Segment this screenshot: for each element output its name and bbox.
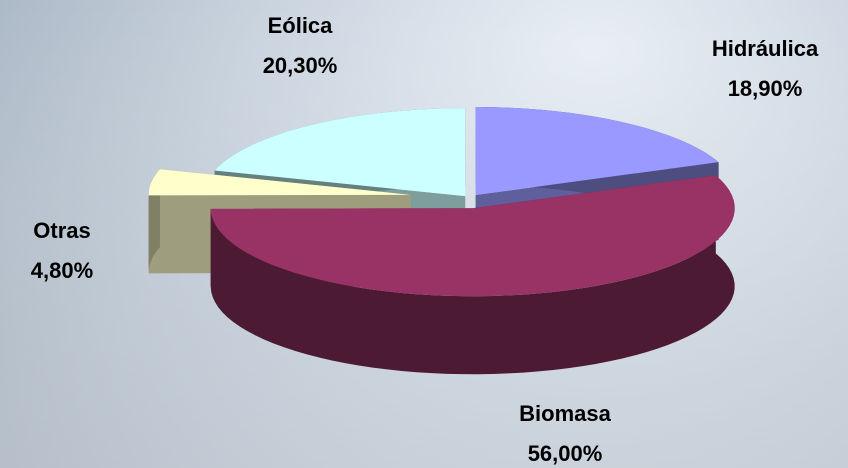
pie — [148, 107, 735, 375]
slice-label: Biomasa — [519, 401, 611, 426]
slice-label: Eólica — [268, 13, 334, 38]
value-label: 18,90% — [728, 76, 803, 101]
labels: Hidráulica 18,90% Biomasa 56,00% Otras 4,80% E… — [31, 13, 819, 466]
slice-side — [210, 175, 735, 375]
slice-label: Hidráulica — [712, 36, 819, 61]
value-label: 20,30% — [263, 53, 338, 78]
value-label: 4,80% — [31, 258, 93, 283]
slice-label: Otras — [33, 218, 90, 243]
slice — [210, 175, 735, 297]
slice — [148, 169, 411, 196]
slice — [214, 108, 466, 197]
value-label: 56,00% — [528, 441, 603, 466]
slice — [475, 107, 719, 196]
